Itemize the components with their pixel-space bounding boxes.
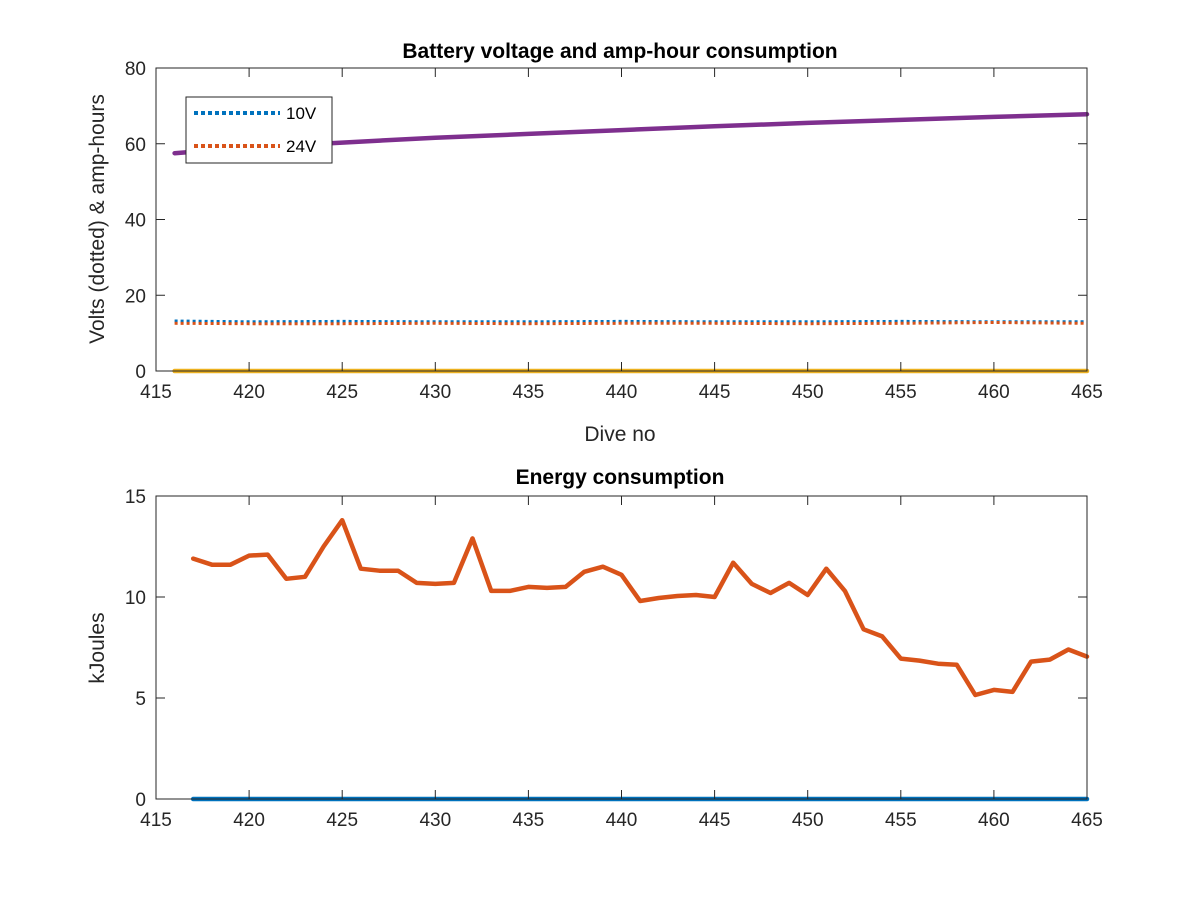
chart-energy: Energy consumption 415 420 425 430 435 440 445… [86,466,1103,831]
x-tick-label-top: 430 [419,382,451,403]
x-tick-label-bottom: 440 [606,810,638,831]
y-tick-label-bottom: 0 [135,790,146,811]
y-tick-label-bottom: 15 [125,487,146,508]
x-tick-label-bottom: 420 [233,810,265,831]
chart-voltage-amp-hours: Battery voltage and amp-hour consumption… [86,40,1103,446]
x-tick-label-top: 435 [513,382,545,403]
legend-box [185,96,333,164]
y-tick-label-bottom: 5 [135,689,146,710]
x-tick-label-top: 460 [978,382,1010,403]
x-tick-label-top: 455 [885,382,917,403]
series-line-top-1 [174,321,1088,326]
x-tick-label-top: 425 [326,382,358,403]
legend: 10V 24V [185,96,333,164]
x-tick-label-bottom: 435 [513,810,545,831]
x-tick-label-bottom: 415 [140,810,172,831]
x-tick-label-top: 450 [792,382,824,403]
x-axis-label-top: Dive no [584,423,655,446]
legend-label-10v: 10V [286,104,317,123]
y-tick-label-top: 80 [125,59,146,80]
y-tick-label-bottom: 10 [125,588,146,609]
ticks-group-bottom: 415 420 425 430 435 440 445 450 455 460 465 0 5 10 15 [125,487,1103,831]
y-axis-label-bottom: kJoules [86,612,109,683]
x-tick-label-top: 415 [140,382,172,403]
x-tick-label-bottom: 455 [885,810,917,831]
x-tick-label-top: 445 [699,382,731,403]
x-tick-label-bottom: 445 [699,810,731,831]
y-tick-label-top: 20 [125,286,146,307]
series-line-bottom-0 [190,517,1090,698]
y-tick-label-top: 0 [135,362,146,383]
y-tick-label-top: 60 [125,135,146,156]
x-tick-label-top: 465 [1071,382,1103,403]
chart-title-energy: Energy consumption [516,466,725,489]
x-tick-label-bottom: 465 [1071,810,1103,831]
x-tick-label-bottom: 450 [792,810,824,831]
ticks-group-top: 415 420 425 430 435 440 445 450 455 460 465 0 20 40 60… [125,59,1103,403]
x-tick-label-top: 420 [233,382,265,403]
legend-label-24v: 24V [286,137,317,156]
y-axis-label-top: Volts (dotted) & amp-hours [86,94,109,344]
x-tick-label-bottom: 425 [326,810,358,831]
x-tick-label-top: 440 [606,382,638,403]
y-tick-label-top: 40 [125,211,146,232]
x-tick-label-bottom: 430 [419,810,451,831]
x-tick-label-bottom: 460 [978,810,1010,831]
chart-title-voltage: Battery voltage and amp-hour consumption [402,40,837,63]
